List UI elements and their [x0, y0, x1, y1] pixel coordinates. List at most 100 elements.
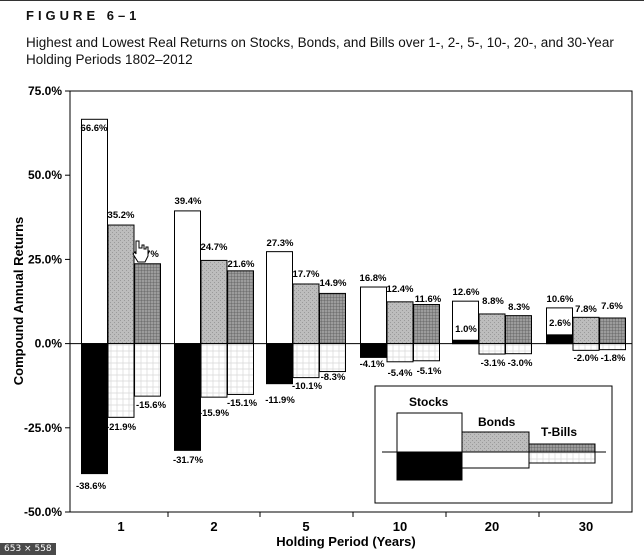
tbills-high-bar: [599, 317, 626, 345]
x-tick-label: 2: [210, 519, 217, 534]
top-rule: [0, 0, 644, 1]
bonds-high-bar: [200, 259, 228, 345]
x-tick-label: 1: [117, 519, 124, 534]
tbills-low-bar: [319, 343, 346, 373]
stocks-low-bar: [546, 334, 573, 345]
bonds-high-bar: [572, 316, 600, 345]
bonds-low-bar: [572, 343, 600, 351]
tbills-low-bar: [134, 343, 161, 397]
bonds-low-bar: [386, 343, 414, 363]
stocks-high-bar: [360, 286, 387, 345]
tbills-low-label: -1.8%: [601, 353, 626, 364]
legend-label: Bonds: [478, 415, 516, 429]
bonds-low-bar: [200, 343, 228, 398]
stocks-high-label: 39.4%: [175, 196, 202, 207]
y-tick-label: 75.0%: [28, 84, 62, 98]
figure-title: Highest and Lowest Real Returns on Stock…: [26, 35, 614, 67]
y-tick-label: -50.0%: [24, 505, 62, 519]
tbills-high-bar: [505, 315, 532, 345]
tbills-low-bar: [505, 343, 532, 355]
stocks-high-label: 66.6%: [81, 123, 108, 134]
bonds-low-bar: [478, 343, 506, 355]
tbills-high-label: 14.9%: [320, 278, 347, 289]
x-tick-label: 20: [485, 519, 499, 534]
stocks-low-label: -11.9%: [265, 395, 295, 406]
y-tick-label: -25.0%: [24, 421, 62, 435]
tbills-low-label: -3.0%: [508, 358, 533, 369]
stocks-high-bar: [266, 251, 293, 345]
stocks-high-label: 16.8%: [360, 273, 387, 284]
stocks-high-label: 10.6%: [547, 294, 574, 305]
screenshot-size-badge: 653 × 558: [0, 543, 56, 555]
tbills-high-label: 8.3%: [508, 302, 530, 313]
bonds-high-label: 24.7%: [201, 242, 228, 253]
tbills-high-bar: [134, 263, 161, 345]
tbills-low-label: -15.6%: [136, 400, 167, 411]
bonds-high-bar: [107, 224, 135, 345]
y-tick-label: 0.0%: [35, 337, 63, 351]
legend-stocks-low: [396, 451, 463, 481]
hand-cursor-icon: [132, 240, 149, 263]
bonds-low-label: -10.1%: [292, 381, 323, 392]
stocks-low-label: -38.6%: [76, 481, 107, 492]
tbills-high-bar: [413, 304, 440, 345]
tbills-low-label: -15.1%: [227, 398, 258, 409]
y-tick-label: 50.0%: [28, 168, 62, 182]
bonds-high-label: 7.8%: [575, 304, 597, 315]
tbills-high-bar: [319, 292, 346, 345]
bonds-low-label: -21.9%: [106, 422, 137, 433]
tbills-high-label: 7%: [145, 249, 159, 260]
tbills-high-label: 11.6%: [415, 294, 442, 305]
x-tick-label: 5: [302, 519, 309, 534]
stocks-low-bar: [174, 343, 201, 451]
bonds-low-label: -3.1%: [481, 358, 506, 369]
bonds-high-bar: [386, 301, 414, 345]
legend-bonds-high: [461, 431, 530, 453]
stocks-high-label: 27.3%: [267, 238, 294, 249]
legend-stocks-high: [396, 412, 463, 453]
x-tick-label: 30: [579, 519, 593, 534]
stocks-low-bar: [266, 343, 293, 385]
stocks-low-label: 2.6%: [549, 318, 571, 329]
stocks-low-label: -31.7%: [173, 455, 204, 466]
bonds-high-label: 35.2%: [108, 210, 135, 221]
bonds-low-label: -15.9%: [199, 408, 230, 419]
hand-cursor-shape: [132, 240, 149, 263]
tbills-low-bar: [227, 343, 254, 395]
bonds-low-label: -5.4%: [388, 368, 413, 379]
legend-bonds-low: [461, 451, 530, 469]
plot-frame: [69, 90, 633, 513]
y-tick-label: 25.0%: [28, 252, 62, 266]
stocks-low-label: -4.1%: [360, 359, 385, 370]
tbills-high-bar: [227, 270, 254, 345]
bonds-low-bar: [107, 343, 135, 418]
stocks-high-bar: [174, 210, 201, 345]
y-axis-title: Compound Annual Returns: [11, 217, 26, 386]
bonds-high-label: 12.4%: [387, 284, 414, 295]
stocks-high-bar: [452, 300, 479, 345]
stocks-low-bar: [81, 343, 108, 475]
figure-label: FIGURE 6–1: [26, 8, 141, 23]
legend-tbills-high: [528, 443, 596, 453]
bonds-low-bar: [292, 343, 320, 379]
bonds-low-label: -2.0%: [574, 353, 599, 364]
stocks-high-bar: [81, 118, 108, 345]
tbills-low-label: -8.3%: [321, 372, 346, 383]
stocks-low-label: 1.0%: [455, 324, 477, 335]
tbills-high-label: 21.6%: [228, 259, 255, 270]
bonds-high-bar: [292, 283, 320, 345]
stocks-high-label: 12.6%: [453, 287, 480, 298]
tbills-low-label: -5.1%: [417, 366, 442, 377]
tbills-low-bar: [413, 343, 440, 362]
bonds-high-label: 8.8%: [482, 296, 504, 307]
stocks-low-bar: [452, 339, 479, 345]
tbills-high-label: 7.6%: [601, 301, 623, 312]
legend-label: T-Bills: [541, 425, 577, 439]
bonds-high-label: 17.7%: [293, 269, 320, 280]
x-tick-label: 10: [393, 519, 407, 534]
legend-tbills-low: [528, 451, 596, 464]
stocks-low-bar: [360, 343, 387, 358]
bonds-high-bar: [478, 313, 506, 345]
tbills-low-bar: [599, 343, 626, 351]
